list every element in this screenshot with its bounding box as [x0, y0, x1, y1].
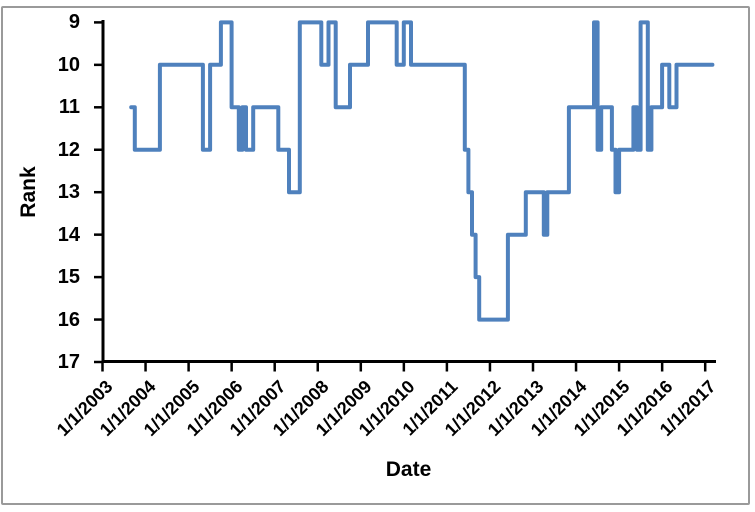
y-tick-label: 17	[57, 351, 80, 373]
chart-frame	[1, 6, 750, 505]
y-tick-label: 12	[57, 138, 80, 161]
y-tick-label: 10	[57, 53, 80, 76]
y-tick-label: 11	[58, 96, 80, 119]
y-axis-title: Rank	[17, 166, 40, 218]
axes	[94, 20, 716, 372]
y-tick-label: 14	[57, 223, 80, 246]
y-tick-label: 16	[57, 308, 80, 331]
y-tick-label: 9	[68, 11, 80, 34]
y-tick-label: 13	[57, 181, 80, 204]
y-tick-label: 15	[57, 266, 80, 289]
x-axis-title: Date	[385, 458, 432, 481]
rank-line-series	[129, 20, 715, 322]
